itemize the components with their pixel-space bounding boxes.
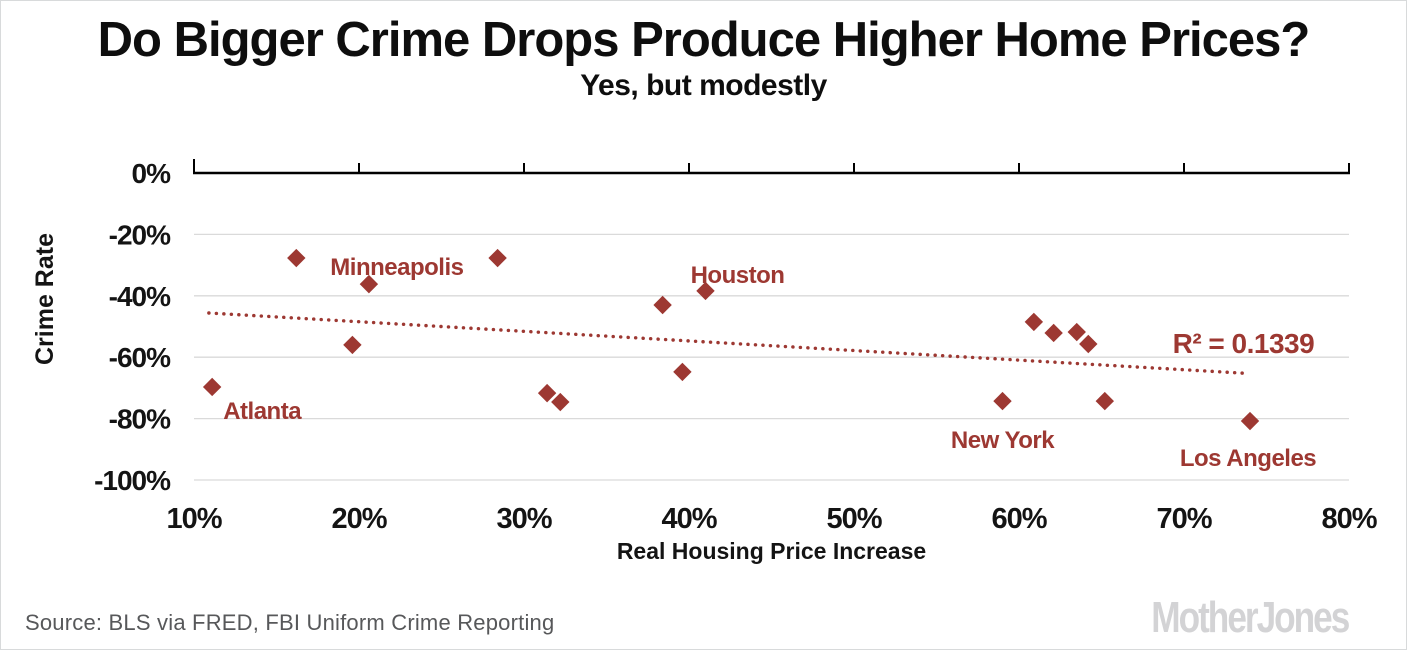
- x-tick-label: 30%: [496, 503, 552, 535]
- y-tick-label: -20%: [109, 219, 171, 250]
- x-tick-label: 40%: [661, 503, 717, 535]
- x-tick-label: 70%: [1156, 503, 1212, 535]
- chart-header: Do Bigger Crime Drops Produce Higher Hom…: [1, 15, 1406, 103]
- data-point: [359, 274, 379, 294]
- point-label: Los Angeles: [1180, 445, 1316, 472]
- data-point: [1067, 322, 1086, 342]
- y-tick-label: -40%: [109, 281, 171, 312]
- point-label: New York: [951, 427, 1055, 454]
- data-point: [1079, 334, 1098, 354]
- source-note: Source: BLS via FRED, FBI Uniform Crime …: [25, 610, 555, 635]
- r-squared-label: R² = 0.1339: [1173, 328, 1315, 359]
- x-tick-label: 10%: [166, 503, 222, 535]
- data-point: [653, 295, 672, 315]
- data-point: [1240, 411, 1260, 431]
- x-tick-label: 60%: [991, 503, 1047, 535]
- data-point: [1024, 312, 1044, 332]
- data-point: [551, 392, 570, 412]
- y-tick-label: 0%: [132, 158, 172, 189]
- point-label: Atlanta: [223, 398, 302, 425]
- y-tick-label: -60%: [109, 342, 171, 373]
- chart-title: Do Bigger Crime Drops Produce Higher Hom…: [97, 13, 1311, 67]
- data-point: [287, 248, 306, 268]
- point-label: Houston: [691, 262, 785, 289]
- data-point: [1095, 391, 1114, 411]
- x-tick-label: 80%: [1321, 503, 1377, 535]
- x-tick-label: 50%: [826, 503, 882, 535]
- data-point: [537, 383, 557, 403]
- data-point: [993, 391, 1012, 411]
- y-tick-label: -100%: [94, 465, 171, 496]
- data-point: [202, 377, 222, 397]
- x-tick-label: 20%: [331, 503, 387, 535]
- trendline: [207, 311, 1251, 376]
- motherjones-logo: MotherJones: [1150, 593, 1350, 642]
- data-point: [673, 362, 692, 382]
- data-point: [343, 335, 362, 355]
- data-point: [1044, 323, 1063, 343]
- x-axis-title: Real Housing Price Increase: [617, 538, 926, 564]
- y-axis-title: Crime Rate: [31, 233, 59, 365]
- data-point: [696, 281, 715, 301]
- chart-subtitle: Yes, but modestly: [580, 68, 827, 102]
- y-tick-label: -80%: [109, 404, 171, 435]
- point-label: Minneapolis: [330, 254, 463, 281]
- data-point: [488, 248, 507, 268]
